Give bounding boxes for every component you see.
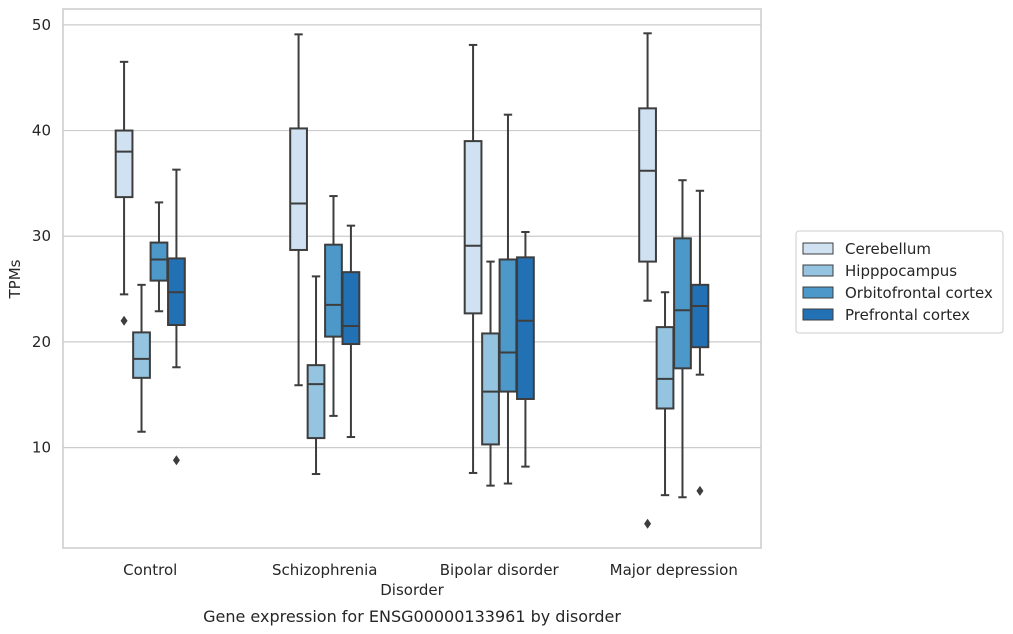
legend-box xyxy=(795,230,1004,334)
legend-swatch xyxy=(802,264,834,277)
x-tick-label: Bipolar disorder xyxy=(440,561,560,579)
y-axis-label: TPMs xyxy=(6,259,24,299)
box-prefrontal-cortex xyxy=(167,168,186,466)
legend-swatch xyxy=(802,308,834,321)
x-tick-label: Control xyxy=(123,561,177,579)
x-axis-ticks: Control Schizophrenia Bipolar disorder Majo… xyxy=(123,561,738,579)
box-orbitofrontal-cortex xyxy=(149,201,169,313)
box-plot-marks xyxy=(114,32,710,529)
box-cerebellum xyxy=(463,43,483,474)
y-tick-label: 10 xyxy=(32,439,51,457)
box-prefrontal-cortex xyxy=(341,224,361,439)
box-cerebellum xyxy=(289,33,308,387)
outlier-point xyxy=(172,455,180,466)
box-iqr xyxy=(673,237,692,370)
box-iqr xyxy=(638,107,657,263)
legend-label: Orbitofrontal cortex xyxy=(845,284,993,302)
legend-label: Hipppocampus xyxy=(845,262,957,280)
outlier-point xyxy=(644,518,652,529)
legend-label: Cerebellum xyxy=(845,240,931,258)
box-orbitofrontal-cortex xyxy=(324,195,343,417)
box-cerebellum xyxy=(638,32,657,529)
y-axis-ticks: 10 20 30 40 50 xyxy=(32,16,51,457)
box-iqr xyxy=(289,127,308,251)
box-iqr xyxy=(324,243,343,338)
box-hipppocampus xyxy=(481,260,500,487)
box-iqr xyxy=(481,332,500,446)
box-prefrontal-cortex xyxy=(690,189,710,496)
plot-frame xyxy=(62,8,762,549)
box-orbitofrontal-cortex xyxy=(673,179,692,499)
x-tick-label: Schizophrenia xyxy=(272,561,377,579)
y-tick-label: 50 xyxy=(32,16,51,34)
chart-title: Gene expression for ENSG00000133961 by d… xyxy=(203,607,621,626)
legend-swatch xyxy=(802,242,834,255)
x-tick-label: Major depression xyxy=(610,561,738,579)
outlier-point xyxy=(120,315,128,326)
legend-swatch xyxy=(802,286,834,299)
box-cerebellum xyxy=(114,60,134,326)
legend-label: Prefrontal cortex xyxy=(845,306,970,324)
box-iqr xyxy=(498,258,518,393)
y-tick-label: 40 xyxy=(32,122,51,140)
outlier-point xyxy=(696,485,704,496)
y-tick-label: 30 xyxy=(32,227,51,245)
box-hipppocampus xyxy=(306,275,326,476)
box-hipppocampus xyxy=(655,291,675,497)
box-iqr xyxy=(516,256,535,400)
box-iqr xyxy=(149,241,169,282)
box-orbitofrontal-cortex xyxy=(498,113,518,485)
box-iqr xyxy=(341,271,361,346)
box-hipppocampus xyxy=(132,283,151,433)
box-iqr xyxy=(463,140,483,315)
box-iqr xyxy=(114,129,134,199)
box-prefrontal-cortex xyxy=(516,230,535,468)
legend: Cerebellum Hipppocampus Orbitofrontal cort… xyxy=(795,230,1004,334)
x-axis-label: Disorder xyxy=(380,581,444,599)
box-iqr xyxy=(690,283,710,349)
box-iqr xyxy=(655,326,675,410)
box-iqr xyxy=(132,331,151,379)
box-iqr xyxy=(306,364,326,440)
y-tick-label: 20 xyxy=(32,333,51,351)
